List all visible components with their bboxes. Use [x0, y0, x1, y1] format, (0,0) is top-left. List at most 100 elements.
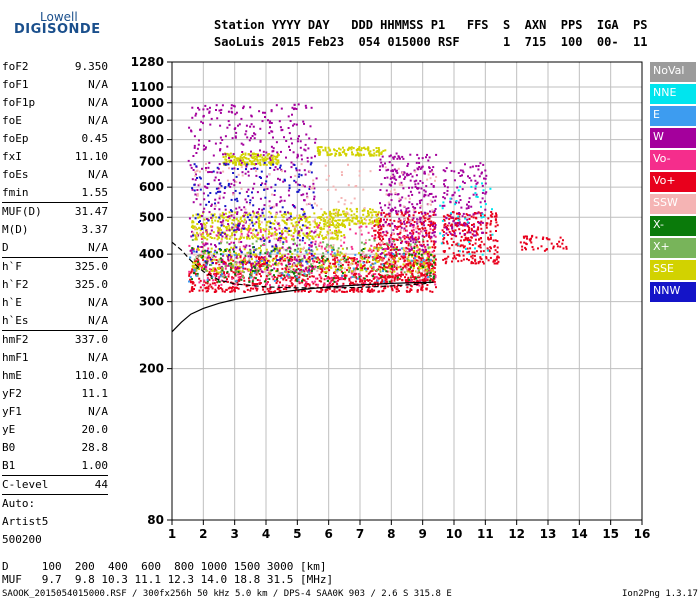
echo-point — [471, 244, 474, 246]
echo-point — [250, 264, 253, 267]
echo-point — [358, 148, 361, 151]
echo-point — [362, 248, 365, 250]
echo-point — [235, 256, 238, 259]
echo-point — [340, 197, 343, 199]
echo-point — [294, 181, 297, 184]
echo-point — [288, 266, 291, 268]
echo-point — [420, 211, 423, 214]
echo-point — [273, 194, 276, 196]
echo-point — [294, 174, 297, 177]
echo-point — [264, 111, 266, 114]
echo-point — [297, 230, 300, 233]
echo-point — [411, 255, 413, 258]
echo-point — [334, 270, 337, 273]
echo-point — [392, 253, 395, 255]
echo-point — [262, 286, 264, 289]
echo-point — [338, 289, 341, 292]
echo-point — [254, 254, 257, 257]
echo-point — [265, 180, 268, 183]
echo-point — [401, 196, 404, 199]
echo-point — [379, 281, 382, 284]
echo-point — [206, 277, 209, 280]
echo-point — [365, 239, 367, 242]
echo-point — [477, 168, 480, 171]
echo-point — [405, 273, 408, 276]
echo-point — [192, 155, 195, 157]
echo-point — [240, 230, 243, 233]
echo-point — [346, 212, 349, 215]
echo-point — [259, 259, 262, 262]
echo-point — [314, 235, 317, 238]
echo-point — [249, 199, 252, 202]
echo-point — [205, 286, 208, 289]
echo-point — [259, 214, 262, 217]
echo-point — [405, 250, 407, 253]
echo-point — [224, 236, 227, 239]
echo-point — [429, 199, 432, 202]
echo-point — [296, 236, 299, 239]
echo-point — [283, 276, 286, 279]
echo-point — [250, 163, 253, 166]
echo-point — [234, 237, 237, 240]
echo-point — [452, 252, 455, 255]
echo-point — [300, 216, 303, 219]
echo-point — [431, 269, 434, 271]
echo-point — [238, 123, 241, 126]
echo-point — [282, 278, 285, 281]
echo-point — [356, 149, 359, 152]
echo-point — [303, 256, 306, 259]
echo-point — [286, 230, 289, 233]
echo-point — [410, 270, 413, 273]
echo-point — [212, 254, 215, 257]
legend-item-vo: Vo- — [650, 150, 696, 170]
echo-point — [333, 265, 336, 268]
echo-point — [275, 245, 278, 248]
echo-point — [346, 258, 349, 261]
echo-point — [496, 246, 499, 249]
echo-point — [233, 289, 236, 292]
echo-point — [211, 287, 214, 290]
echo-point — [424, 280, 427, 283]
echo-point — [262, 263, 265, 266]
param-label: h`E — [2, 296, 22, 309]
echo-point — [381, 165, 384, 168]
echo-point — [239, 256, 242, 259]
echo-point — [237, 226, 239, 229]
echo-point — [212, 267, 215, 270]
echo-point — [300, 163, 303, 166]
echo-point — [384, 250, 387, 252]
echo-point — [213, 258, 216, 261]
echo-point — [332, 209, 335, 212]
echo-point — [434, 213, 437, 216]
echo-point — [403, 223, 406, 226]
echo-point — [327, 189, 330, 191]
echo-point — [390, 169, 393, 172]
echo-point — [405, 236, 408, 239]
echo-point — [332, 277, 335, 280]
echo-point — [461, 244, 464, 247]
echo-point — [416, 240, 419, 243]
param-value: 337.0 — [74, 333, 108, 346]
echo-point — [346, 269, 348, 272]
echo-point — [424, 213, 427, 216]
echo-point — [390, 209, 392, 212]
echo-point — [470, 229, 473, 232]
echo-point — [323, 261, 326, 264]
echo-point — [324, 223, 327, 226]
echo-point — [367, 212, 369, 215]
echo-point — [221, 104, 224, 107]
echo-point — [208, 171, 211, 173]
echo-point — [276, 151, 279, 154]
echo-point — [228, 217, 231, 220]
echo-point — [485, 257, 488, 260]
echo-point — [243, 291, 246, 293]
param-row: h`E N/A — [2, 294, 108, 312]
echo-point — [409, 264, 412, 267]
echo-point — [299, 255, 302, 258]
echo-point — [258, 258, 260, 260]
echo-point — [198, 289, 201, 292]
echo-point — [244, 246, 247, 249]
echo-point — [249, 271, 252, 274]
echo-point — [305, 226, 308, 229]
echo-point — [204, 281, 207, 284]
